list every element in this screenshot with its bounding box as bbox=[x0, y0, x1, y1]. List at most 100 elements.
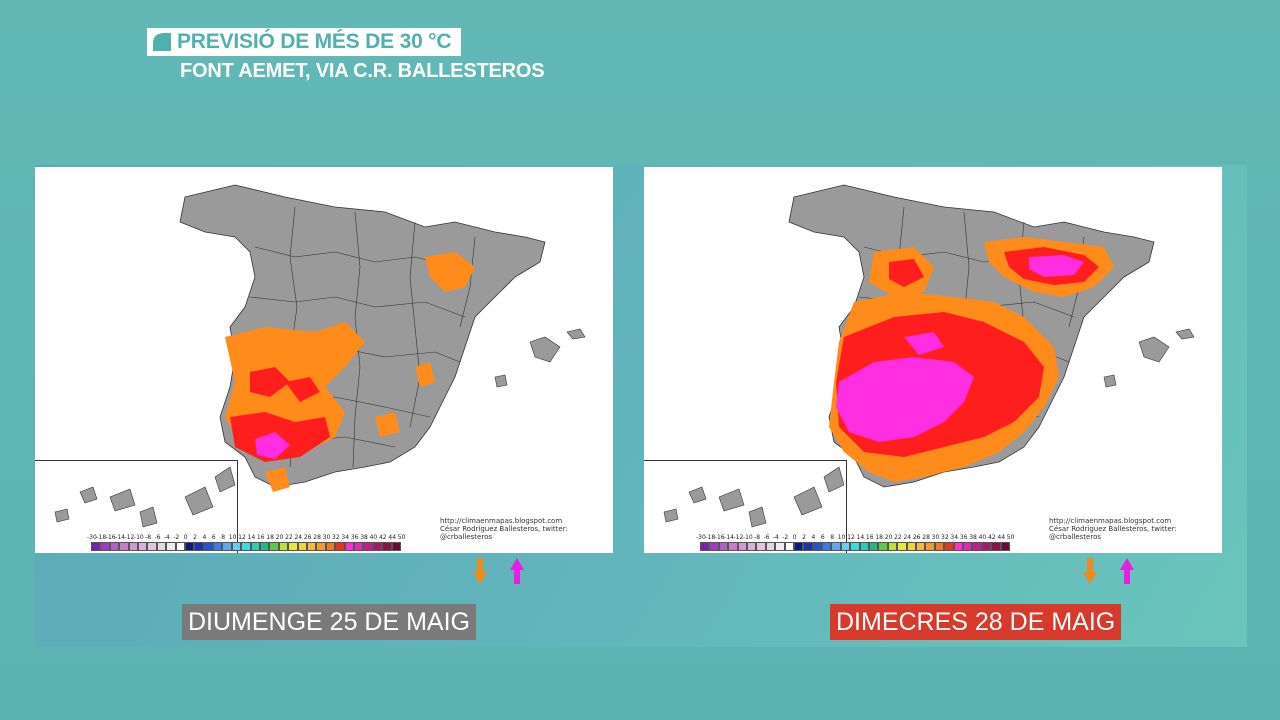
scale-swatch bbox=[297, 542, 307, 551]
scale-tick-label: 18 bbox=[266, 534, 274, 541]
scale-swatch bbox=[944, 542, 954, 551]
scale-swatch bbox=[953, 542, 963, 551]
scale-tick-label: -30 bbox=[696, 534, 706, 541]
scale-swatch bbox=[981, 542, 992, 551]
scale-tick-label: 0 bbox=[183, 534, 188, 541]
scale-tick-label: 20 bbox=[275, 534, 284, 541]
scale-swatch bbox=[372, 542, 383, 551]
scale-swatch bbox=[213, 542, 223, 551]
scale-tick-label: -10 bbox=[742, 534, 753, 541]
scale-tick-label: 6 bbox=[820, 534, 825, 541]
scale-tick-label: 34 bbox=[341, 534, 350, 541]
scale-swatch bbox=[335, 542, 345, 551]
scale-swatch bbox=[175, 542, 185, 551]
credit-url: http://climaenmapas.blogspot.com bbox=[440, 517, 563, 525]
scale-tick-label: 10 bbox=[228, 534, 237, 541]
scale-swatch bbox=[363, 542, 373, 551]
scale-tick-label: 50 bbox=[1006, 534, 1015, 541]
credit-author: César Rodríguez Ballesteros, twitter: @c… bbox=[1049, 525, 1177, 541]
scale-tick-label: -2 bbox=[782, 534, 789, 541]
scale-tick-label: -2 bbox=[173, 534, 180, 541]
page-title: PREVISIÓ DE MÉS DE 30 °C bbox=[177, 30, 452, 53]
canary-inset-frame bbox=[35, 460, 238, 553]
credit-url: http://climaenmapas.blogspot.com bbox=[1049, 517, 1172, 525]
scale-swatch bbox=[709, 542, 719, 551]
scale-tick-label: 38 bbox=[969, 534, 977, 541]
scale-tick-label: 8 bbox=[830, 534, 835, 541]
scale-tick-label: -16 bbox=[714, 534, 725, 541]
scale-tick-label: 44 bbox=[388, 534, 397, 541]
scale-tick-label: 6 bbox=[211, 534, 216, 541]
scale-swatch bbox=[934, 542, 945, 551]
scale-swatch bbox=[822, 542, 832, 551]
date-label-left: DIUMENGE 25 DE MAIG bbox=[182, 604, 476, 640]
scale-tick-label: 12 bbox=[238, 534, 246, 541]
scale-tick-label: 22 bbox=[285, 534, 293, 541]
scale-swatch bbox=[962, 542, 973, 551]
scale-tick-label: 32 bbox=[332, 534, 340, 541]
scale-ticks-left: -30 -18 -16 -14 -12 -10 -8 -6 -4 -2 0 2 4 6 8 10 12 14 16 1… bbox=[87, 534, 406, 541]
scale-tick-label: 20 bbox=[884, 534, 893, 541]
scale-tick-label: 18 bbox=[875, 534, 883, 541]
scale-tick-label: 16 bbox=[865, 534, 874, 541]
scale-swatch bbox=[793, 542, 804, 551]
map-credit-left: http://climaenmapas.blogspot.com César R… bbox=[440, 517, 613, 541]
page-subtitle: FONT AEMET, VIA C.R. BALLESTEROS bbox=[180, 60, 545, 82]
scale-swatch bbox=[972, 542, 982, 551]
scale-swatch bbox=[803, 542, 813, 551]
scale-swatch bbox=[840, 542, 851, 551]
scale-tick-label: 32 bbox=[941, 534, 949, 541]
scale-tick-label: 44 bbox=[997, 534, 1006, 541]
scale-swatch bbox=[137, 542, 148, 551]
scale-tick-label: -18 bbox=[96, 534, 107, 541]
scale-tick-label: -4 bbox=[163, 534, 170, 541]
scale-swatch bbox=[316, 542, 326, 551]
scale-tick-label: -8 bbox=[754, 534, 761, 541]
scale-swatch bbox=[100, 542, 110, 551]
arrow-36-icon-right bbox=[1120, 558, 1134, 584]
scale-ticks-right: -30 -18 -16 -14 -12 -10 -8 -6 -4 -2 0 2 4 6 8 10 12 14 16 1… bbox=[696, 534, 1015, 541]
scale-tick-label: 40 bbox=[978, 534, 987, 541]
scale-tick-label: 38 bbox=[360, 534, 368, 541]
scale-swatch bbox=[746, 542, 757, 551]
scale-swatch bbox=[203, 542, 214, 551]
scale-swatch bbox=[728, 542, 738, 551]
scale-swatch bbox=[869, 542, 879, 551]
scale-tick-label: 28 bbox=[313, 534, 321, 541]
scale-swatch bbox=[119, 542, 129, 551]
scale-tick-label: -4 bbox=[772, 534, 779, 541]
scale-swatch bbox=[1000, 542, 1010, 551]
map-panel-left: http://climaenmapas.blogspot.com César R… bbox=[35, 167, 613, 553]
scale-tick-label: 34 bbox=[950, 534, 959, 541]
scale-tick-label: 2 bbox=[193, 534, 197, 541]
scale-tick-label: 4 bbox=[811, 534, 816, 541]
scale-tick-label: -12 bbox=[124, 534, 135, 541]
scale-tick-label: 30 bbox=[322, 534, 331, 541]
scale-swatch bbox=[306, 542, 317, 551]
scale-tick-label: 10 bbox=[837, 534, 846, 541]
scale-tick-label: 14 bbox=[856, 534, 865, 541]
channel-logo-icon bbox=[153, 33, 171, 51]
scale-swatch bbox=[325, 542, 336, 551]
spain-map-right bbox=[663, 184, 1195, 528]
scale-swatch bbox=[288, 542, 298, 551]
scale-tick-label: 42 bbox=[987, 534, 996, 541]
spain-map-left bbox=[54, 184, 586, 528]
scale-swatch bbox=[765, 542, 776, 551]
scale-swatch bbox=[991, 542, 1001, 551]
scale-swatch bbox=[250, 542, 261, 551]
scale-tick-label: 4 bbox=[202, 534, 207, 541]
scale-swatch bbox=[269, 542, 279, 551]
scale-tick-label: 0 bbox=[792, 534, 797, 541]
scale-tick-label: -8 bbox=[145, 534, 152, 541]
scale-swatch bbox=[887, 542, 898, 551]
scale-tick-label: 12 bbox=[847, 534, 855, 541]
scale-swatch bbox=[147, 542, 157, 551]
scale-tick-label: -14 bbox=[724, 534, 734, 541]
scale-tick-label: 2 bbox=[802, 534, 806, 541]
scale-swatch bbox=[260, 542, 270, 551]
scale-swatch bbox=[850, 542, 860, 551]
scale-tick-label: -18 bbox=[705, 534, 716, 541]
map-panel-right: http://climaenmapas.blogspot.com César R… bbox=[644, 167, 1222, 553]
scale-tick-label: -10 bbox=[133, 534, 144, 541]
